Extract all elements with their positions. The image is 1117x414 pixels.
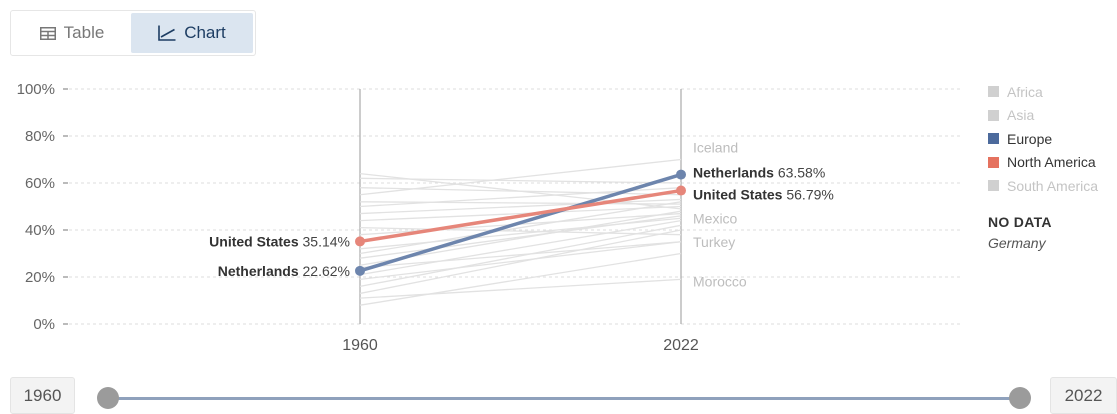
legend-item[interactable]: Africa <box>988 80 1116 104</box>
timeline-end-handle[interactable] <box>1009 387 1031 409</box>
series-end-label: Netherlands 63.58% <box>693 165 825 181</box>
legend: Africa Asia Europe North America South Ameri… <box>988 80 1116 251</box>
series-end-label: Morocco <box>693 273 747 289</box>
y-tick-label: 0% <box>33 316 55 333</box>
series-end-label: Iceland <box>693 140 738 156</box>
data-point <box>355 265 365 276</box>
series-end-label: United States 56.79% <box>693 187 834 203</box>
legend-label: Europe <box>1007 130 1053 147</box>
legend-swatch <box>988 133 999 145</box>
legend-label: North America <box>1007 154 1096 171</box>
background-series-line <box>359 241 682 280</box>
legend-swatch <box>988 180 999 192</box>
background-series-line <box>359 177 682 184</box>
y-tick-label: 20% <box>25 269 55 286</box>
series-start-label: United States 35.14% <box>209 233 350 249</box>
series-line <box>359 188 682 244</box>
view-tabs: Table Chart <box>10 10 256 56</box>
line-chart-icon <box>158 25 176 41</box>
legend-item[interactable]: North America <box>988 151 1116 175</box>
background-series-line <box>359 229 682 295</box>
background-series-line <box>359 201 682 255</box>
data-point <box>355 236 365 247</box>
legend-swatch <box>988 156 999 168</box>
tab-table[interactable]: Table <box>13 13 131 53</box>
background-series-line <box>359 278 682 299</box>
legend-item[interactable]: Europe <box>988 127 1116 151</box>
legend-label: Africa <box>1007 83 1043 100</box>
background-series-line <box>359 224 682 288</box>
background-series-line <box>359 241 682 269</box>
background-series-line <box>359 187 682 196</box>
timeline-start-year[interactable]: 1960 <box>10 377 75 414</box>
series-end-label: Mexico <box>693 210 738 226</box>
series-line <box>359 172 682 273</box>
background-series-line <box>359 227 682 236</box>
tab-chart-label: Chart <box>184 23 226 42</box>
background-series-line <box>359 205 682 222</box>
legend-swatch <box>988 109 999 121</box>
background-series-line <box>359 201 682 205</box>
background-series-line <box>359 252 682 306</box>
legend-swatch <box>988 86 999 98</box>
series-end-label: Turkey <box>693 234 735 250</box>
y-tick-label: 60% <box>25 175 55 192</box>
table-icon <box>39 26 56 40</box>
y-tick-label: 100% <box>17 81 55 98</box>
x-tick-label: 1960 <box>342 337 378 354</box>
x-tick-label: 2022 <box>663 337 699 354</box>
no-data-title: NO DATA <box>988 213 1052 230</box>
series-start-label: Netherlands 22.62% <box>218 263 350 279</box>
y-tick-label: 40% <box>25 222 55 239</box>
tab-table-label: Table <box>63 23 105 42</box>
y-tick-label: 80% <box>25 128 55 145</box>
tab-chart[interactable]: Chart <box>131 13 253 53</box>
legend-label: Asia <box>1007 107 1035 124</box>
no-data-item: Germany <box>988 234 1046 251</box>
data-point <box>676 169 686 180</box>
legend-item[interactable]: Asia <box>988 104 1116 128</box>
legend-item[interactable]: South America <box>988 174 1116 198</box>
background-series-line <box>359 198 682 215</box>
slope-chart: 0% 20% 40% 60% 80% 100% 1960 2022 Iceland Mexico… <box>17 81 960 354</box>
data-point <box>676 185 686 196</box>
background-series-line <box>359 215 682 259</box>
timeline-end-year[interactable]: 2022 <box>1050 377 1117 414</box>
legend-label: South America <box>1007 177 1099 194</box>
timeline-start-handle[interactable] <box>97 387 119 409</box>
background-series-line <box>359 219 682 276</box>
timeline-track[interactable] <box>108 397 1020 400</box>
